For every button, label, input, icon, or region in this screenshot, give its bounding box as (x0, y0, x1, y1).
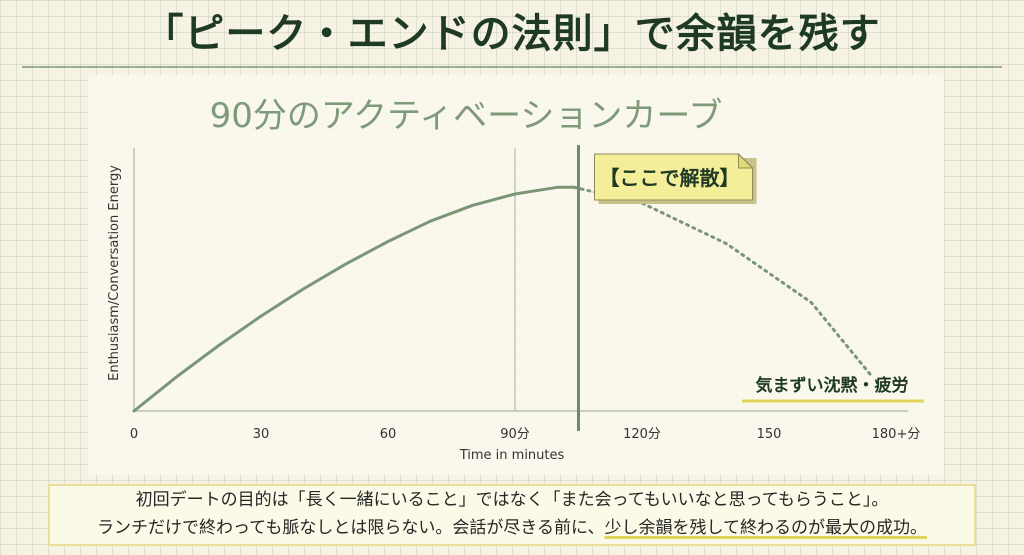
x-tick-label: 150 (757, 427, 782, 442)
x-tick-label: 180+分 (872, 427, 921, 442)
x-axis-label: Time in minutes (459, 448, 565, 463)
x-tick-label: 0 (130, 427, 138, 442)
x-tick-label: 30 (253, 427, 270, 442)
awkward-silence-label: 気まずい沈黙・疲労 (755, 375, 909, 396)
energy-curve-dotted (572, 185, 873, 377)
x-tick-label: 60 (380, 427, 397, 442)
note-line-2-highlight: 少し余韻を残して終わるのが最大の成功。 (604, 518, 927, 538)
chart-card (88, 75, 944, 475)
note-line-1: 初回デートの目的は「長く一緒にいること」ではなく「また会ってもいいなと思ってもら… (135, 490, 889, 510)
note-line-2-text: ランチだけで終わっても脈なしとは限らない。会話が尽きる前に、 (97, 518, 605, 538)
y-axis-label: Enthusiasm/Conversation Energy (107, 165, 122, 381)
callout-label: 【ここで解散】 (600, 166, 740, 190)
x-tick-label: 120分 (623, 427, 661, 442)
callout-fold (738, 152, 754, 169)
title-divider (22, 66, 1002, 68)
energy-curve-solid (132, 185, 576, 413)
page-title: 「ピーク・エンドの法則」で余韻を残す (143, 11, 881, 57)
x-tick-label: 90分 (500, 427, 530, 442)
summary-note (48, 484, 976, 546)
callout-box (594, 153, 753, 201)
chart-title: 90分のアクティベーションカーブ (209, 96, 723, 136)
note-line-2: ランチだけで終わっても脈なしとは限らない。会話が尽きる前に、少し余韻を残して終わ… (48, 515, 976, 541)
